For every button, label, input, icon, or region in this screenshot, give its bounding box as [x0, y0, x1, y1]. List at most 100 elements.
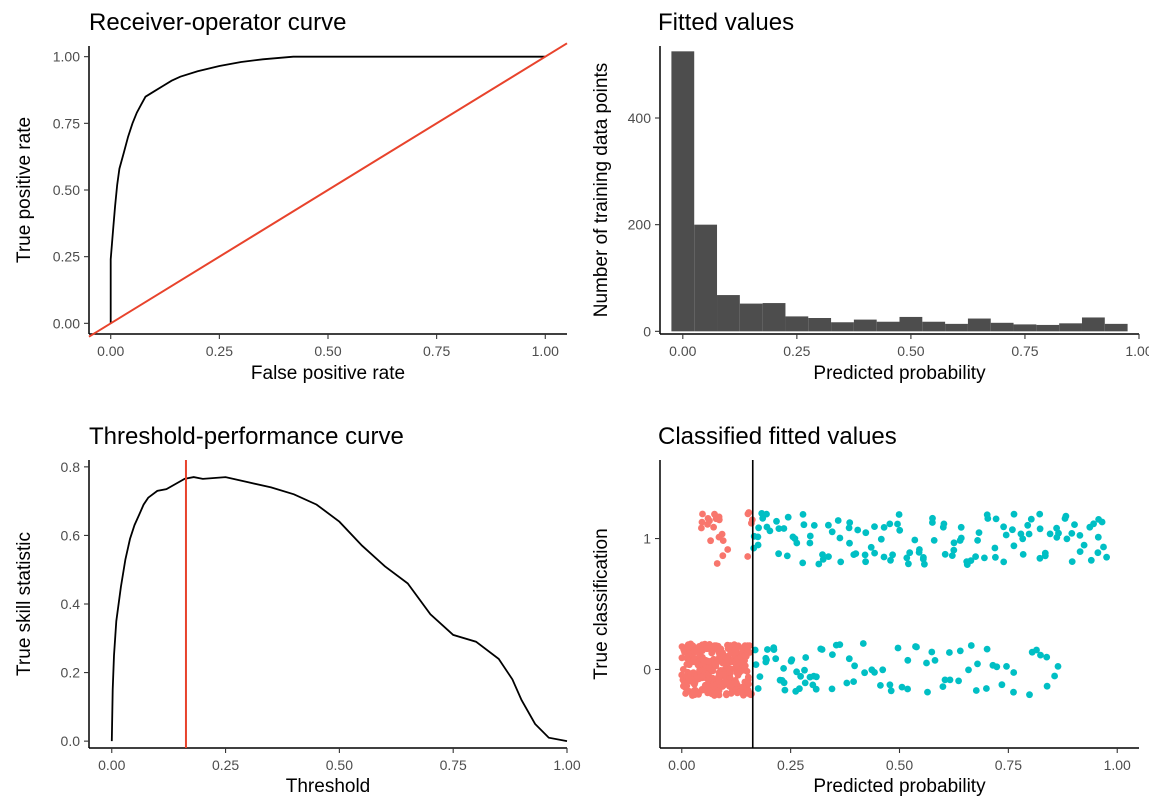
- chart3-point: [940, 520, 948, 528]
- chart3-point: [741, 662, 749, 670]
- chart3-point: [801, 666, 808, 674]
- chart1-bar: [717, 295, 740, 332]
- chart3-point: [843, 679, 851, 687]
- chart3-point: [983, 685, 990, 692]
- chart3-point: [715, 516, 723, 524]
- chart3-point: [745, 688, 752, 696]
- chart0-series-line-0: [109, 55, 546, 324]
- chart3-point: [898, 683, 906, 691]
- chart3-point: [744, 553, 752, 560]
- chart3-point: [895, 511, 903, 518]
- chart3-point: [1098, 518, 1106, 526]
- chart1-bar: [694, 224, 718, 332]
- chart3-point: [904, 685, 911, 693]
- chart1-bar: [1013, 324, 1037, 332]
- chart0-y-tick-label: 0.25: [53, 249, 80, 265]
- chart3-point: [801, 679, 809, 687]
- chart3-point: [1026, 691, 1033, 699]
- chart3-point: [845, 524, 853, 532]
- chart1-bar: [967, 318, 991, 332]
- chart3-point: [903, 554, 911, 562]
- chart2-y-tick-label: 0.6: [61, 527, 81, 543]
- chart3-point: [836, 641, 844, 648]
- chart3-point: [998, 681, 1006, 689]
- chart1-bar: [853, 319, 877, 332]
- chart3-point: [1037, 651, 1044, 659]
- chart3-point: [915, 549, 923, 556]
- chart3-point: [992, 553, 999, 561]
- chart3-point: [905, 560, 912, 568]
- chart1-bar: [899, 316, 923, 332]
- chart3-point: [911, 536, 919, 544]
- chart2-y-tick-label: 0.8: [61, 459, 81, 475]
- chart3-point: [745, 509, 753, 516]
- chart1-bar: [876, 321, 900, 332]
- chart1-x-tick-label: 0.50: [897, 343, 924, 359]
- chart3-point: [957, 523, 965, 531]
- chart3-point: [775, 525, 783, 532]
- chart3-point: [974, 660, 981, 668]
- chart1-bar: [1036, 324, 1060, 332]
- chart3-point: [887, 687, 895, 695]
- chart2-x-tick-label: 0.50: [326, 757, 353, 773]
- chart3-point: [923, 659, 930, 667]
- chart3-point: [928, 648, 936, 656]
- chart3-point: [1025, 530, 1033, 538]
- chart3-point: [967, 557, 975, 564]
- chart3-point: [868, 666, 876, 674]
- chart3-point: [861, 669, 868, 677]
- chart3-point: [780, 679, 788, 687]
- chart3-point: [775, 550, 782, 558]
- chart3-point: [956, 537, 964, 544]
- chart3-point: [828, 685, 836, 693]
- chart3-x-tick-label: 0.75: [995, 757, 1022, 773]
- chart3-point: [780, 525, 788, 532]
- chart3-point: [708, 649, 716, 657]
- chart3-point: [1036, 510, 1044, 518]
- chart3-point: [1062, 512, 1070, 520]
- chart2-y-tick-label: 0.4: [61, 596, 81, 612]
- chart3-point: [965, 666, 972, 674]
- chart3-point: [698, 524, 705, 532]
- chart3-point: [1036, 554, 1044, 562]
- chart3-point: [1019, 551, 1027, 558]
- chart3-point: [819, 556, 827, 563]
- chart3-point: [846, 539, 853, 547]
- chart2-x-tick-label: 0.25: [212, 757, 239, 773]
- chart3-point: [991, 544, 999, 552]
- chart3-point: [829, 651, 836, 658]
- chart3-point: [1080, 541, 1088, 549]
- chart3-point: [770, 646, 778, 653]
- chart3-point: [754, 541, 762, 549]
- chart3-point: [1010, 542, 1018, 550]
- chart2-series-line-0: [110, 476, 568, 742]
- chart3-point: [1043, 682, 1051, 690]
- chart3-point: [880, 553, 888, 561]
- chart3-point: [845, 655, 853, 663]
- chart3-point: [735, 669, 743, 677]
- chart1-x-tick-label: 0.75: [1011, 343, 1038, 359]
- chart3-point: [894, 520, 901, 528]
- chart3-point: [861, 551, 869, 559]
- chart3-point: [746, 649, 754, 656]
- chart3-point: [924, 688, 931, 696]
- chart0-y-tick-label: 0.50: [53, 182, 80, 198]
- chart0-title: Receiver-operator curve: [89, 9, 346, 36]
- chart3-point: [862, 558, 869, 566]
- chart3-point: [793, 539, 801, 547]
- chart3-point: [752, 661, 760, 668]
- chart3-x-tick-label: 0.25: [777, 757, 804, 773]
- chart3-point: [726, 668, 733, 676]
- chart3-x-tick-label: 1.00: [1104, 757, 1131, 773]
- chart0-y-tick-label: 0.00: [53, 315, 80, 331]
- chart3-point: [904, 656, 912, 664]
- chart0-x-tick-label: 0.00: [97, 343, 124, 359]
- chart3-point: [796, 685, 803, 693]
- chart3-point: [1009, 526, 1016, 534]
- chart3-point: [719, 537, 727, 544]
- chart3-point: [886, 520, 894, 528]
- chart0-x-axis-label: False positive rate: [251, 363, 405, 384]
- chart3-point: [975, 529, 983, 536]
- chart3-point: [772, 655, 780, 663]
- chart2-x-axis-label: Threshold: [286, 776, 371, 797]
